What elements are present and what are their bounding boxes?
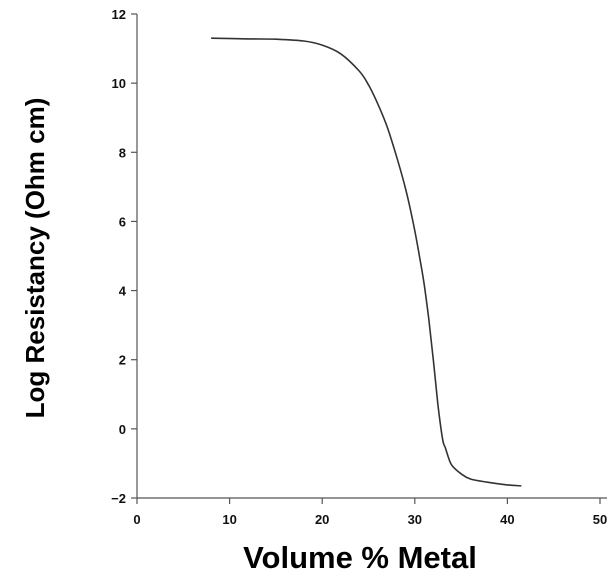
x-tick-label: 40 [500,512,514,527]
y-axis-title: Log Resistancy (Ohm cm) [20,98,50,419]
y-tick-label: 6 [119,214,126,229]
y-tick-label: 0 [119,422,126,437]
y-tick-label: 12 [112,7,126,22]
ticks [131,13,601,504]
x-tick-label: 0 [133,512,140,527]
y-tick-label: 10 [112,76,126,91]
x-tick-label: 30 [408,512,422,527]
x-tick-label: 20 [315,512,329,527]
tick-labels: −2 0 2 4 6 8 10 12 0 10 20 30 40 50 [111,7,607,527]
axes [136,14,607,499]
x-axis-title: Volume % Metal [243,540,477,575]
series-layer [211,37,522,487]
y-tick-label: −2 [111,491,126,506]
y-tick-label: 2 [119,353,126,368]
y-tick-label: 4 [119,284,127,299]
y-tick-label: 8 [119,145,126,160]
x-tick-label: 50 [593,512,607,527]
x-tick-label: 10 [222,512,236,527]
series-line [211,37,522,487]
